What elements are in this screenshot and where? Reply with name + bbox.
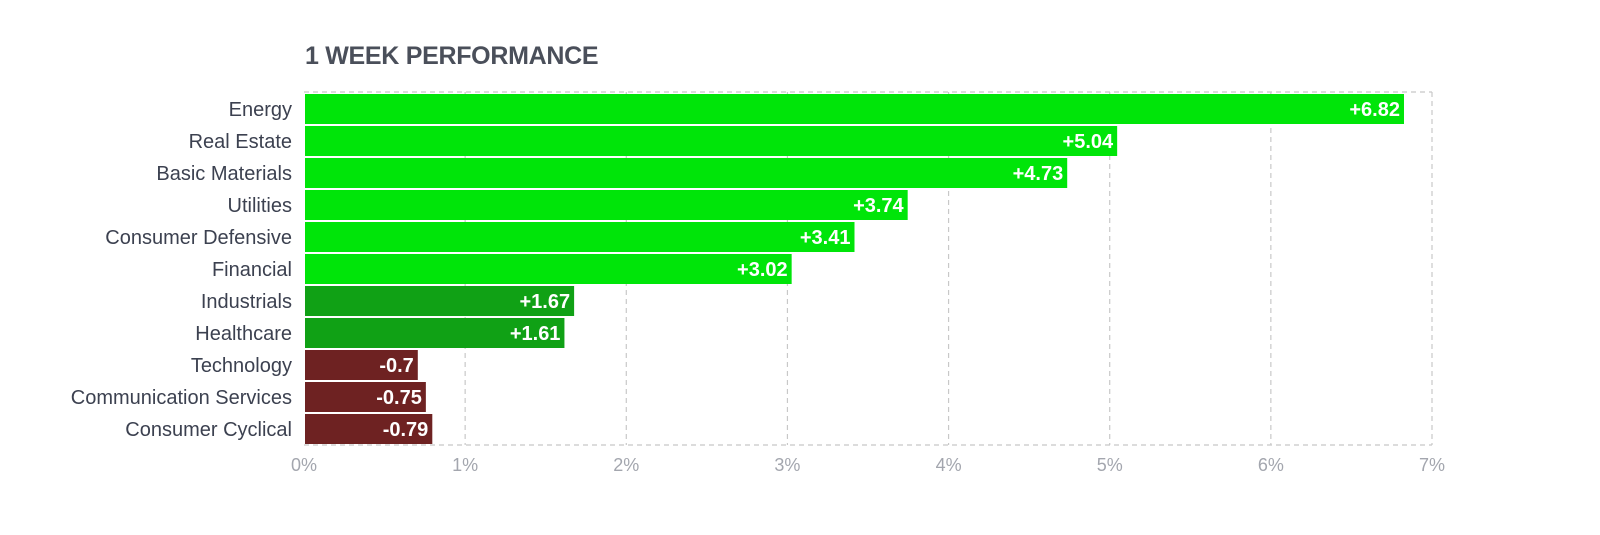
bar[interactable] [305, 350, 418, 380]
bars: +6.82 +5.04 +4.73 +3.74+3.41 +3.02 +1.67 +1.61… [305, 94, 1404, 444]
category-label: Basic Materials [156, 163, 292, 185]
bar[interactable] [305, 222, 855, 252]
category-label: Healthcare [195, 323, 292, 345]
bar[interactable] [305, 254, 792, 284]
bar-value-label: +3.02 [737, 259, 788, 281]
chart-title: 1 WEEK PERFORMANCE [305, 42, 599, 70]
x-tick-label: 0% [291, 455, 317, 475]
category-label: Industrials [201, 291, 292, 313]
category-label: Utilities [228, 195, 292, 217]
bar-value-label: +1.67 [519, 291, 570, 313]
bar[interactable] [305, 286, 575, 316]
bar[interactable] [305, 318, 565, 348]
category-label: Consumer Cyclical [125, 419, 292, 441]
category-label: Financial [212, 259, 292, 281]
category-label: Energy [229, 99, 292, 121]
x-tick-label: 4% [936, 455, 962, 475]
bar-value-label: +1.61 [510, 323, 561, 345]
x-tick-label: 5% [1097, 455, 1123, 475]
x-tick-label: 7% [1419, 455, 1445, 475]
bar[interactable] [305, 414, 433, 444]
category-label: Consumer Defensive [105, 227, 292, 249]
category-labels: Energy Real Estate Basic Materials Utilitie… [71, 99, 292, 441]
bar-value-label: -0.75 [376, 387, 422, 409]
category-label: Communication Services [71, 387, 292, 409]
bar-value-label: -0.79 [383, 419, 429, 441]
x-axis-ticks: 0% 1% 2% 3% 4% 5% 6% 7% [291, 455, 1445, 475]
category-label: Real Estate [189, 131, 292, 153]
bar-value-label: +6.82 [1349, 99, 1400, 121]
bar-value-label: +3.74 [853, 195, 904, 217]
bar-value-label: -0.7 [379, 355, 413, 377]
bar[interactable] [305, 94, 1404, 124]
x-tick-label: 1% [452, 455, 478, 475]
bar[interactable] [305, 158, 1068, 188]
x-tick-label: 2% [613, 455, 639, 475]
bar[interactable] [305, 382, 426, 412]
bar-value-label: +5.04 [1063, 131, 1114, 153]
category-label: Technology [191, 355, 292, 377]
x-tick-label: 3% [774, 455, 800, 475]
bar[interactable] [305, 190, 908, 220]
bar[interactable] [305, 126, 1118, 156]
x-tick-label: 6% [1258, 455, 1284, 475]
bar-value-label: +3.41 [800, 227, 851, 249]
bar-value-label: +4.73 [1013, 163, 1064, 185]
